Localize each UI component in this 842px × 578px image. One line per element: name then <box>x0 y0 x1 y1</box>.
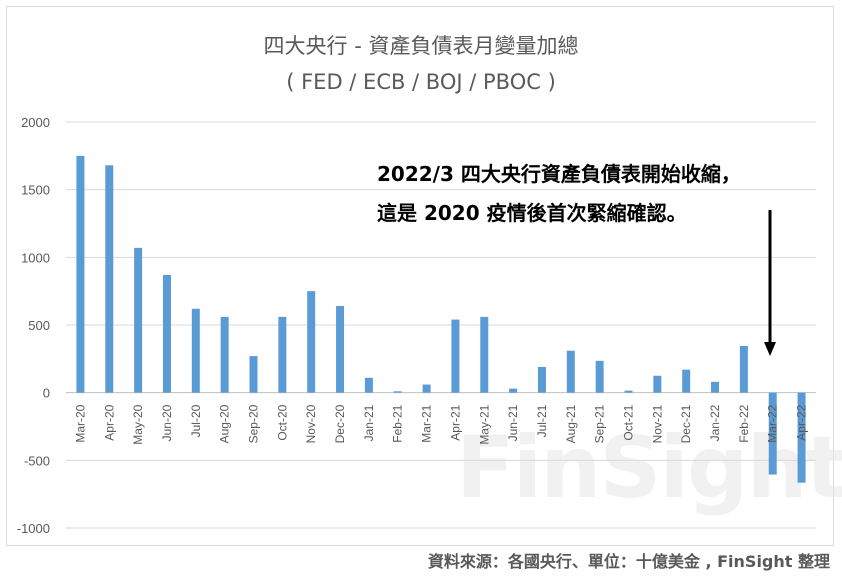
y-tick-label: 2000 <box>21 115 50 130</box>
bar-jan-22 <box>711 381 720 393</box>
x-tick-label: Apr-22 <box>795 404 809 440</box>
x-tick-label: Feb-22 <box>737 404 751 442</box>
bar-aug-21 <box>566 350 575 393</box>
x-tick-label: Oct-20 <box>275 404 289 440</box>
annotation-arrow <box>764 210 776 356</box>
bar-dec-20 <box>336 306 345 393</box>
x-tick-label: Jan-21 <box>362 404 376 441</box>
x-tick-label: Oct-21 <box>622 404 636 440</box>
bar-feb-22 <box>739 345 748 393</box>
chart-title: 四大央行 - 資產負債表月變量加總 <box>263 34 579 58</box>
x-tick-label: May-21 <box>477 404 491 444</box>
x-tick-label: Dec-21 <box>679 404 693 443</box>
bars <box>76 155 806 483</box>
x-tick-label: Sep-20 <box>247 404 261 443</box>
x-tick-label: Aug-20 <box>218 404 232 443</box>
bar-nov-21 <box>653 375 662 393</box>
bar-sep-20 <box>249 356 258 393</box>
bar-apr-20 <box>105 165 114 393</box>
y-axis-ticks: 2000 1500 1000 500 0 -500 -1000 <box>17 115 50 536</box>
y-tick-label: -1000 <box>17 521 50 536</box>
bar-nov-20 <box>307 291 316 393</box>
x-tick-label: Sep-21 <box>593 404 607 443</box>
bar-jul-21 <box>537 366 546 393</box>
bar-apr-21 <box>451 319 460 393</box>
bar-sep-21 <box>595 360 604 393</box>
y-tick-label: -500 <box>24 453 50 468</box>
x-tick-label: Jan-22 <box>708 404 722 441</box>
bar-jun-21 <box>509 388 518 393</box>
x-tick-label: Aug-21 <box>564 404 578 443</box>
x-tick-label: Apr-20 <box>102 404 116 440</box>
y-tick-label: 1500 <box>21 183 50 198</box>
finsight-watermark: FinSight <box>456 418 842 518</box>
annotation-line-2: 這是 2020 疫情後首次緊縮確認。 <box>377 201 687 225</box>
x-tick-label: Nov-20 <box>304 404 318 443</box>
bar-mar-22 <box>768 392 777 475</box>
y-tick-label: 500 <box>28 318 50 333</box>
x-tick-label: Jun-21 <box>506 404 520 441</box>
x-tick-label: Jun-20 <box>160 404 174 441</box>
bar-jan-21 <box>364 377 373 393</box>
y-tick-label: 0 <box>43 386 50 401</box>
gridlines <box>66 121 816 529</box>
bar-may-21 <box>480 316 489 393</box>
bar-dec-21 <box>682 369 691 393</box>
x-tick-label: Nov-21 <box>650 404 664 443</box>
x-tick-label: Jul-20 <box>189 404 203 437</box>
y-tick-label: 1000 <box>21 250 50 265</box>
x-tick-label: Apr-21 <box>448 404 462 440</box>
bar-mar-20 <box>76 155 85 393</box>
x-tick-label: Feb-21 <box>391 404 405 442</box>
bar-jun-20 <box>162 274 171 393</box>
x-tick-label: Mar-22 <box>766 404 780 442</box>
source-note: 資料來源：各國央行、單位：十億美金 , FinSight 整理 <box>427 552 830 571</box>
x-tick-label: May-20 <box>131 404 145 444</box>
bar-oct-21 <box>624 390 633 393</box>
bar-oct-20 <box>278 316 287 393</box>
bar-apr-22 <box>797 392 806 483</box>
bar-mar-21 <box>422 384 431 393</box>
x-tick-label: Dec-20 <box>333 404 347 443</box>
chart-subtitle: ( FED / ECB / BOJ / PBOC ) <box>286 70 556 94</box>
annotation-line-1: 2022/3 四大央行資產負債表開始收縮， <box>377 162 741 186</box>
arrow-head <box>764 342 776 356</box>
x-tick-label: Mar-20 <box>73 404 87 442</box>
bar-feb-21 <box>393 391 402 393</box>
bar-may-20 <box>134 247 143 393</box>
chart-frame <box>6 6 834 546</box>
x-tick-label: Jul-21 <box>535 404 549 437</box>
x-axis-ticks: Mar-20 Apr-20 May-20 Jun-20 Jul-20 Aug-20 Sep-… <box>73 404 808 444</box>
bar-jul-20 <box>191 308 200 393</box>
bar-aug-20 <box>220 316 229 393</box>
x-tick-label: Mar-21 <box>420 404 434 442</box>
